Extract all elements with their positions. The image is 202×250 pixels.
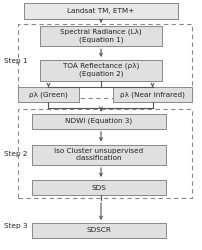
- Bar: [18, 87, 79, 102]
- Text: SDS: SDS: [92, 184, 106, 190]
- Text: Iso Cluster unsupervised
classification: Iso Cluster unsupervised classification: [54, 148, 144, 162]
- Text: Step 2: Step 2: [4, 151, 28, 157]
- Bar: [32, 180, 166, 195]
- Bar: [32, 144, 166, 165]
- Text: ρλ (Green): ρλ (Green): [29, 91, 68, 98]
- Text: NDWI (Equation 3): NDWI (Equation 3): [65, 118, 133, 124]
- Bar: [32, 114, 166, 129]
- Text: Step 1: Step 1: [4, 58, 28, 64]
- Bar: [18, 24, 192, 98]
- Bar: [18, 109, 192, 198]
- Text: Spectral Radiance (Lλ)
(Equation 1): Spectral Radiance (Lλ) (Equation 1): [60, 29, 142, 43]
- Bar: [40, 60, 162, 80]
- Text: TOA Reflectance (ρλ)
(Equation 2): TOA Reflectance (ρλ) (Equation 2): [63, 63, 139, 78]
- Text: Landsat TM, ETM+: Landsat TM, ETM+: [67, 8, 135, 14]
- Bar: [40, 26, 162, 46]
- Text: ρλ (Near Infrared): ρλ (Near Infrared): [120, 91, 185, 98]
- Bar: [24, 3, 178, 19]
- Text: SDSCR: SDSCR: [86, 228, 112, 234]
- Text: Step 3: Step 3: [4, 223, 28, 229]
- Bar: [113, 87, 192, 102]
- Bar: [32, 223, 166, 238]
